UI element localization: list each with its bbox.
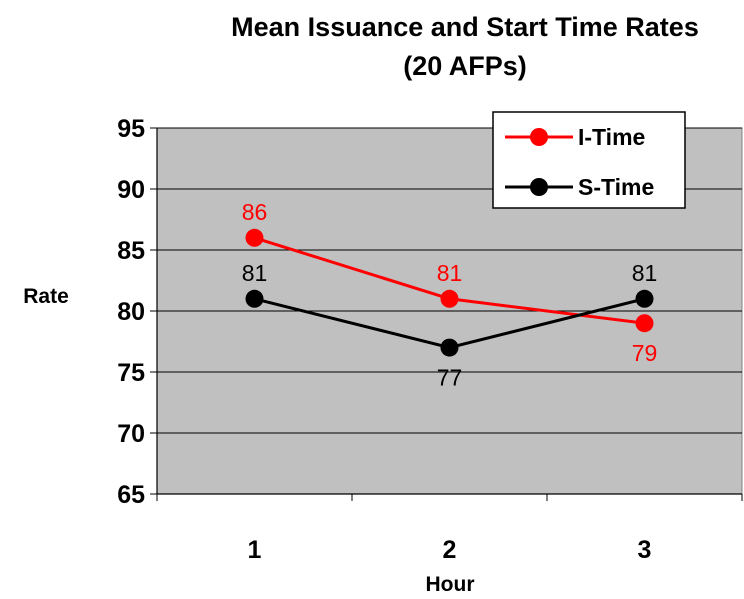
- legend-item-i-time: I-Time: [505, 124, 645, 150]
- data-label: 81: [437, 260, 463, 286]
- x-axis-label: Hour: [426, 573, 475, 596]
- y-tick-labels: 65 70 75 80 85 90 95: [117, 115, 145, 509]
- y-tick-label: 95: [117, 115, 145, 143]
- y-tick-label: 85: [117, 237, 145, 265]
- x-tick-label: 1: [248, 536, 262, 564]
- y-tick-label: 70: [117, 420, 145, 448]
- data-label: 77: [437, 365, 463, 391]
- x-tick-labels: 1 2 3: [248, 536, 652, 564]
- data-label: 79: [632, 340, 658, 366]
- x-tick-label: 2: [443, 536, 457, 564]
- x-tick-label: 3: [638, 536, 652, 564]
- data-label: 86: [242, 199, 268, 225]
- data-label: 81: [632, 260, 658, 286]
- data-point: [440, 338, 459, 357]
- legend: I-Time S-Time: [492, 111, 686, 209]
- y-tick-label: 90: [117, 176, 145, 204]
- data-point: [635, 314, 654, 333]
- data-point: [245, 289, 264, 308]
- series-layer: 86 81 79 81 77 81: [242, 199, 658, 391]
- legend-marker: [530, 178, 548, 196]
- data-point: [245, 228, 264, 247]
- legend-item-s-time: S-Time: [505, 174, 654, 200]
- data-label: 81: [242, 260, 268, 286]
- legend-marker: [530, 128, 548, 146]
- y-axis-label: Rate: [23, 285, 69, 308]
- y-tick-label: 65: [117, 481, 145, 509]
- legend-box: [492, 111, 686, 209]
- series-s-time: 81 77 81: [242, 260, 658, 391]
- chart-title: Mean Issuance and Start Time Rates: [231, 12, 699, 42]
- data-point: [440, 289, 459, 308]
- y-tick-label: 80: [117, 298, 145, 326]
- legend-label: I-Time: [578, 124, 645, 150]
- y-tick-label: 75: [117, 359, 145, 387]
- axes: [150, 127, 743, 501]
- legend-label: S-Time: [578, 174, 654, 200]
- data-point: [635, 289, 654, 308]
- chart-subtitle: (20 AFPs): [403, 51, 527, 81]
